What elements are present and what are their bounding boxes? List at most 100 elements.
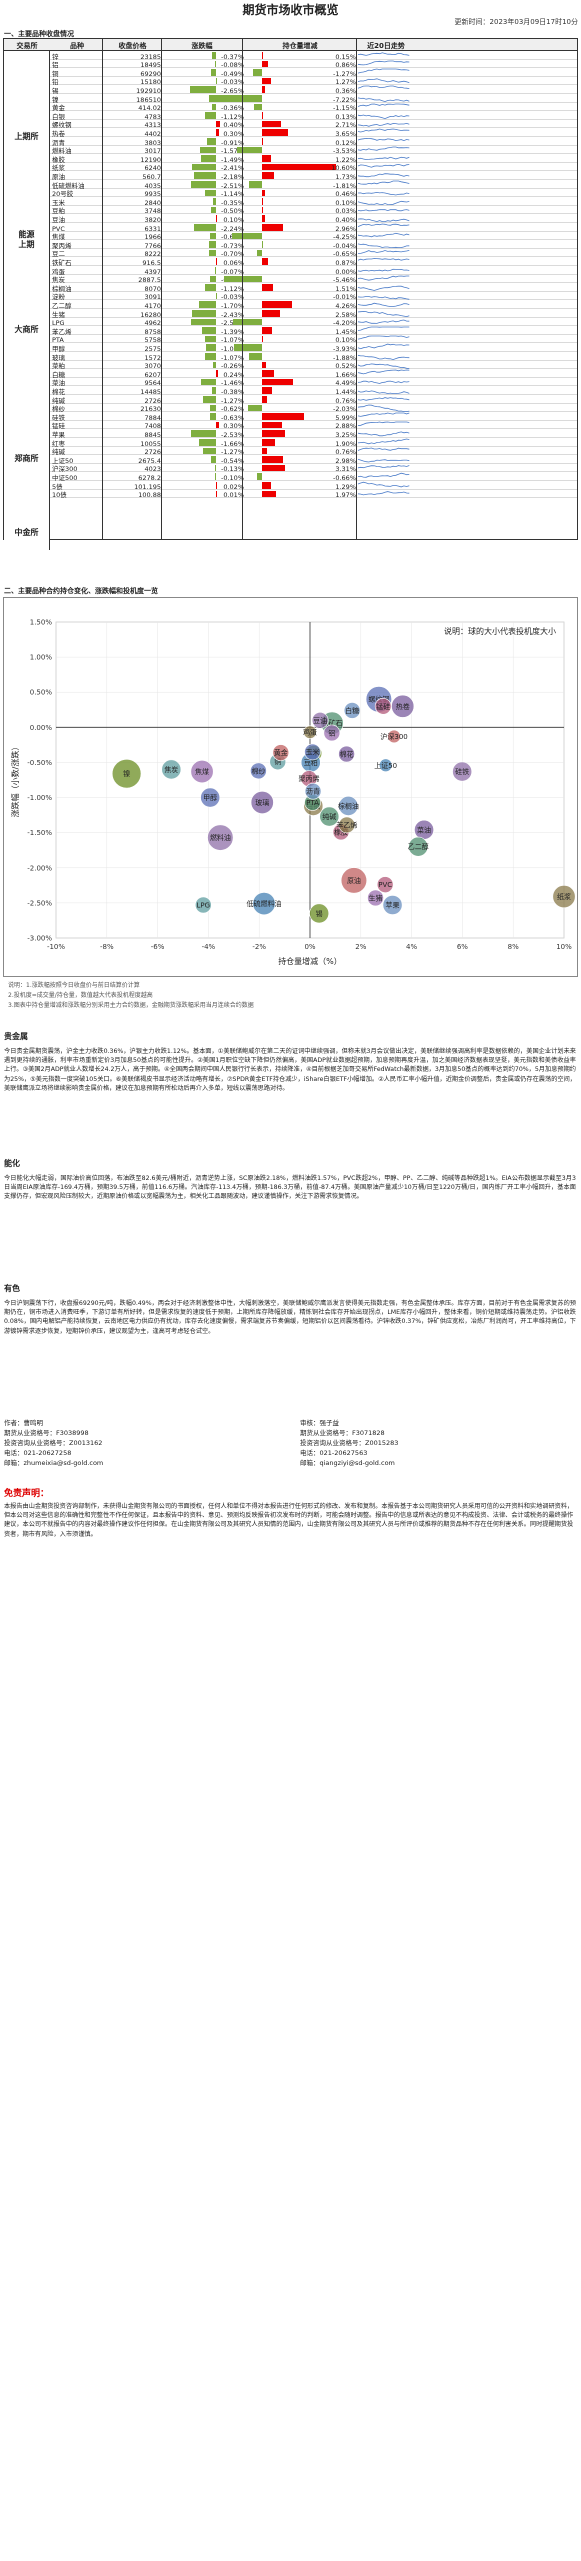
row-name: 铜 [52, 69, 59, 78]
table-row: 鸡蛋 4397 -0.07% 0.00% [4, 266, 577, 276]
pct-bar [191, 163, 216, 171]
oi-bar [262, 370, 274, 377]
bubble-point [552, 885, 576, 909]
article-body-energy: 今日能化大幅走弱，国际油价高位回落，布油跌至82.6美元/桶附近，沥青逆势上涨，… [4, 1175, 576, 1201]
row-pct: -0.62% [221, 405, 244, 414]
bubble-point [250, 790, 274, 814]
table-row: 原油 560.7 -2.18% 1.73% [4, 171, 577, 181]
x-tick-label: -2% [252, 943, 266, 951]
oi-bar [232, 232, 262, 240]
bubble-label: 燃料油 [210, 833, 231, 842]
row-sparkline [357, 268, 410, 272]
row-name: 中证500 [52, 473, 78, 482]
row-oi: 0.76% [335, 448, 356, 457]
bubble-point [304, 782, 322, 800]
reviewer-name: 强子益 [319, 1419, 340, 1427]
row-oi: -5.46% [333, 276, 356, 285]
row-pct: -0.38% [221, 387, 244, 396]
oi-bar [262, 456, 283, 463]
row-sparkline [357, 380, 410, 384]
row-oi: 0.15% [335, 52, 356, 61]
bubble-point [309, 903, 330, 924]
row-oi: -3.93% [333, 344, 356, 353]
row-oi: -4.20% [333, 319, 356, 328]
row-oi: 0.46% [335, 190, 356, 199]
row-oi: 0.87% [335, 258, 356, 267]
table-row: 沪深300 4023 -0.13% 3.31% [4, 464, 577, 473]
table-row: 白糖 6207 0.24% 1.66% [4, 369, 577, 379]
x-tick-label: 10% [556, 943, 572, 951]
bubble-point [367, 889, 384, 907]
pct-bar [203, 396, 216, 403]
table-row: 纯碱 2726 -1.27% 0.76% [4, 447, 577, 456]
row-name: 锡 [52, 86, 59, 95]
row-oi: 3.31% [335, 465, 356, 474]
row-name: 红枣 [52, 439, 65, 448]
table-row: 橡胶 12190 -1.49% 1.22% [4, 154, 577, 164]
oi-bar [262, 189, 266, 197]
row-pct: -0.26% [221, 362, 244, 371]
row-oi: -4.25% [333, 233, 356, 242]
row-oi: -0.65% [333, 250, 356, 259]
row-name: 甲醇 [52, 344, 65, 353]
row-oi: 1.90% [335, 439, 356, 448]
row-sparkline [357, 447, 410, 451]
bubble-label: 低硫燃料油 [247, 899, 282, 908]
row-sparkline [357, 258, 410, 262]
bubble-point [250, 762, 267, 780]
x-tick-label: -4% [202, 943, 216, 951]
row-pct: -1.57% [221, 147, 244, 156]
bubble-point [338, 816, 356, 834]
row-price: 3748 [144, 207, 161, 216]
bubble-point [252, 892, 276, 916]
row-oi: 3.25% [335, 430, 356, 439]
row-name: 燃料油 [52, 147, 72, 156]
oi-bar [262, 52, 264, 59]
row-oi: 1.66% [335, 370, 356, 379]
scatter-chart: -10% -8% -6% -4% -2% 0% 2% 4% 6% 8% 10% 1.50% 1.00% 0… [3, 597, 578, 977]
row-sparkline [357, 412, 410, 417]
bubble-label: 铁矿石 [322, 719, 343, 728]
bubble-label: 白糖 [345, 706, 359, 715]
row-name: 10债 [52, 491, 67, 500]
row-oi: 4.26% [335, 301, 356, 310]
row-name: 纯碱 [52, 396, 65, 405]
row-price: 6331 [144, 224, 161, 233]
bubble-label: LPG [197, 901, 211, 909]
row-name: 聚丙烯 [52, 241, 72, 250]
row-name: 棉纱 [52, 405, 65, 414]
row-sparkline [357, 157, 410, 161]
bubble-label: 棉纱 [251, 766, 265, 775]
row-pct: -2.24% [221, 224, 244, 233]
row-price: 100.88 [138, 491, 161, 500]
pct-bar [205, 353, 216, 360]
row-name: 铝 [52, 61, 59, 70]
pct-bar [204, 112, 216, 119]
pct-bar [190, 181, 216, 188]
table-row: 豆二 8222 -0.70% -0.65% [4, 249, 577, 258]
row-price: 8222 [144, 250, 161, 259]
row-sparkline [357, 421, 410, 426]
oi-bar [262, 447, 268, 455]
row-price: 4783 [144, 112, 161, 121]
y-tick-label: 0.00% [30, 724, 53, 732]
row-name: 菜油 [52, 379, 65, 388]
table-row: LPG 4962 -2.53% -4.20% [4, 318, 577, 327]
row-sparkline [357, 354, 410, 361]
table-row: 苯乙烯 8758 -1.39% 1.45% [4, 326, 577, 336]
oi-bar [234, 344, 262, 351]
row-pct: -2.53% [221, 430, 244, 439]
author-name: 曹鸣明 [23, 1419, 44, 1427]
row-pct: -1.46% [221, 379, 244, 388]
row-name: 低硫燃料油 [52, 181, 85, 190]
oi-bar [232, 318, 262, 326]
author-block: 作者：曹鸣明 期货从业资格号：F3038998 投资咨询从业资格号：Z00131… [4, 1419, 104, 1467]
row-price: 9935 [144, 190, 161, 199]
bubble-point [391, 694, 415, 718]
row-oi: 1.27% [335, 78, 356, 87]
oi-bar [262, 120, 281, 128]
bubble-label: 棉花 [340, 750, 354, 759]
bubble-label: 上证50 [374, 761, 397, 770]
row-name: PVC [52, 224, 65, 233]
pct-bar [201, 378, 216, 386]
